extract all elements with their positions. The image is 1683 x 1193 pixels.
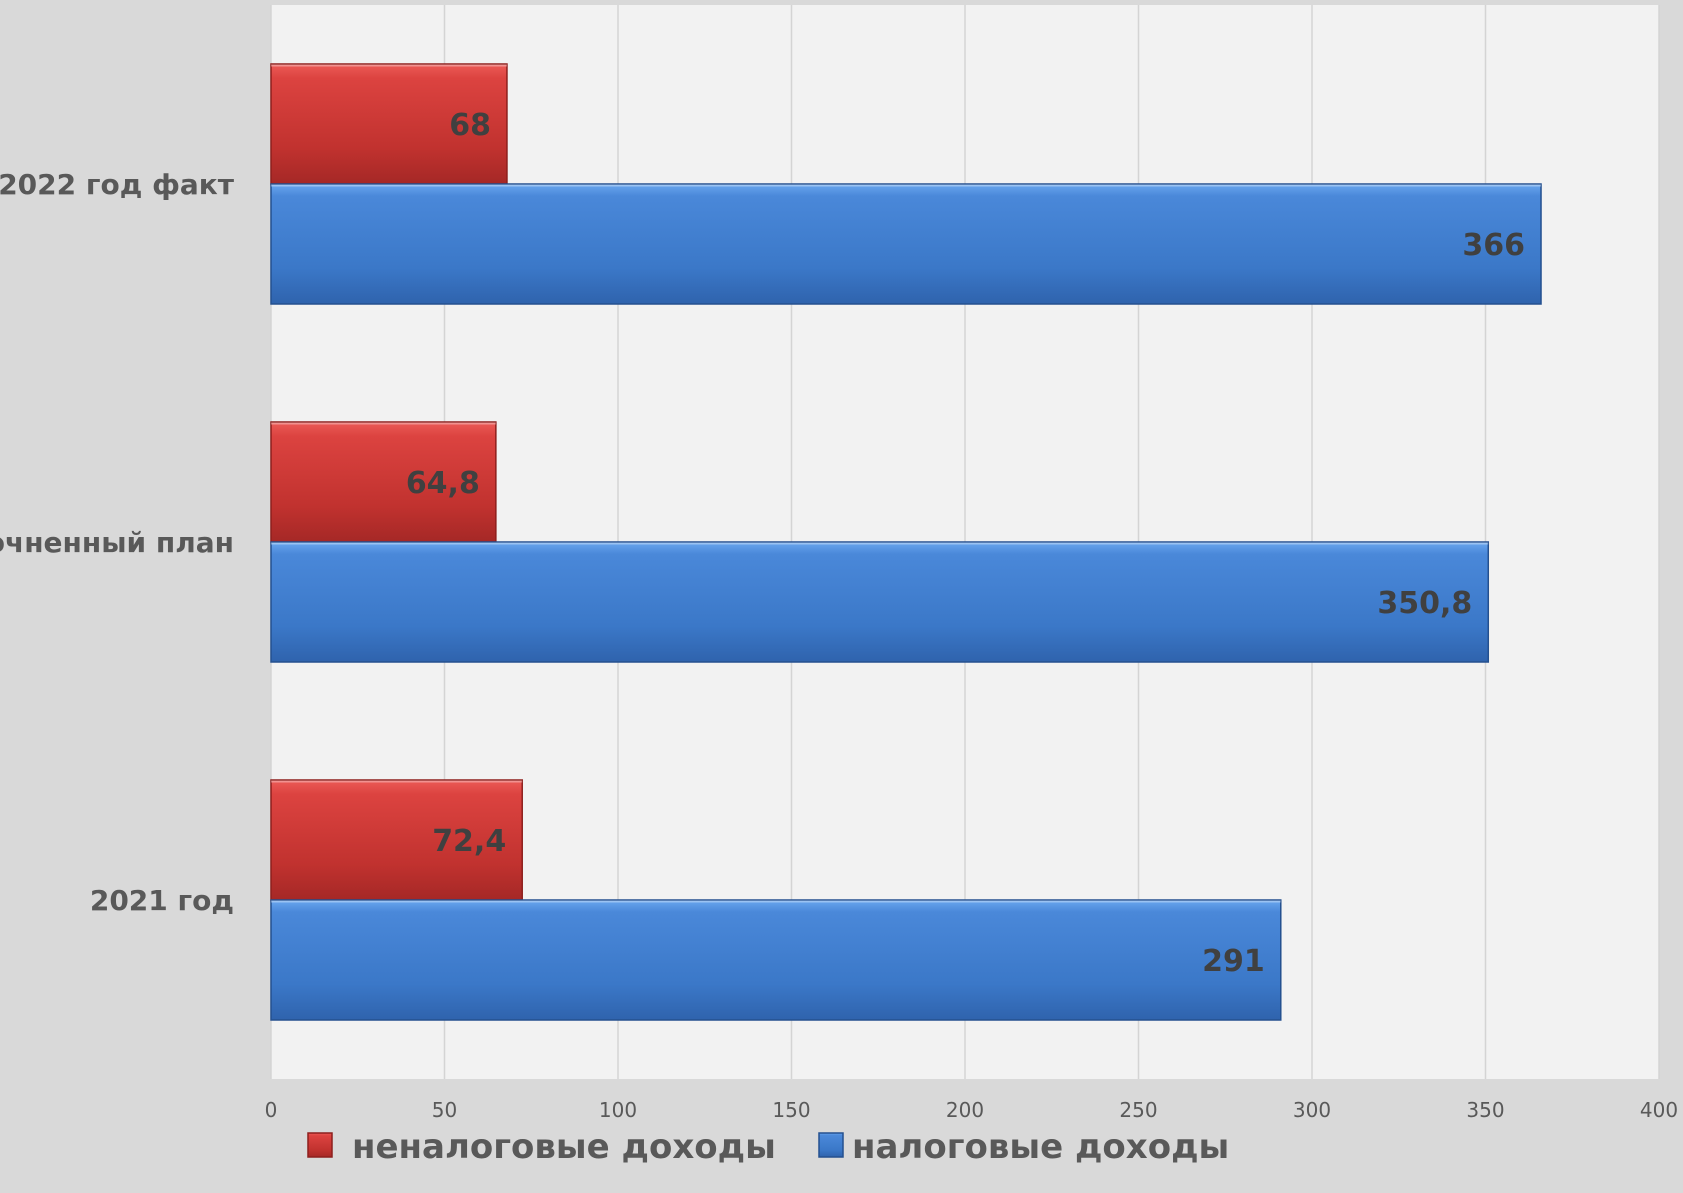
- bar-nontax-2: [270, 63, 508, 185]
- data-label: 366: [1462, 228, 1525, 263]
- legend-swatch: [818, 1132, 844, 1158]
- category-label: уточненный план: [0, 526, 234, 559]
- x-tick-label: 150: [772, 1098, 810, 1122]
- bar-tax-0: [270, 899, 1282, 1021]
- legend-label: налоговые доходы: [852, 1127, 1229, 1167]
- data-label: 68: [449, 108, 491, 143]
- x-tick-label: 50: [432, 1098, 457, 1122]
- bar-tax-2: [270, 183, 1542, 305]
- category-label: 2022 год факт: [0, 168, 235, 201]
- x-axis-tick-labels: 0 50 100 150 200 250 300 350 400: [265, 1098, 1678, 1122]
- category-labels: 2021 год уточненный план 2022 год факт: [0, 168, 235, 917]
- category-label: 2021 год: [90, 884, 234, 917]
- value-labels: 72,4 291 64,8 350,8 68 366: [406, 108, 1525, 979]
- data-label: 72,4: [432, 824, 506, 859]
- x-tick-label: 100: [599, 1098, 637, 1122]
- legend-swatch: [307, 1132, 333, 1158]
- x-tick-label: 350: [1466, 1098, 1504, 1122]
- data-label: 350,8: [1377, 586, 1472, 621]
- data-label: 291: [1202, 944, 1265, 979]
- legend-label: неналоговые доходы: [352, 1127, 776, 1167]
- x-tick-label: 200: [946, 1098, 984, 1122]
- bar-nontax-1: [270, 421, 497, 543]
- x-tick-label: 250: [1119, 1098, 1157, 1122]
- bar-tax-1: [270, 541, 1490, 663]
- data-label: 64,8: [406, 466, 480, 501]
- bar-nontax-0: [270, 779, 523, 901]
- bars: [270, 63, 1542, 1021]
- x-tick-label: 0: [265, 1098, 278, 1122]
- x-tick-label: 400: [1640, 1098, 1678, 1122]
- legend: неналоговые доходы налоговые доходы: [307, 1127, 1229, 1167]
- x-tick-label: 300: [1293, 1098, 1331, 1122]
